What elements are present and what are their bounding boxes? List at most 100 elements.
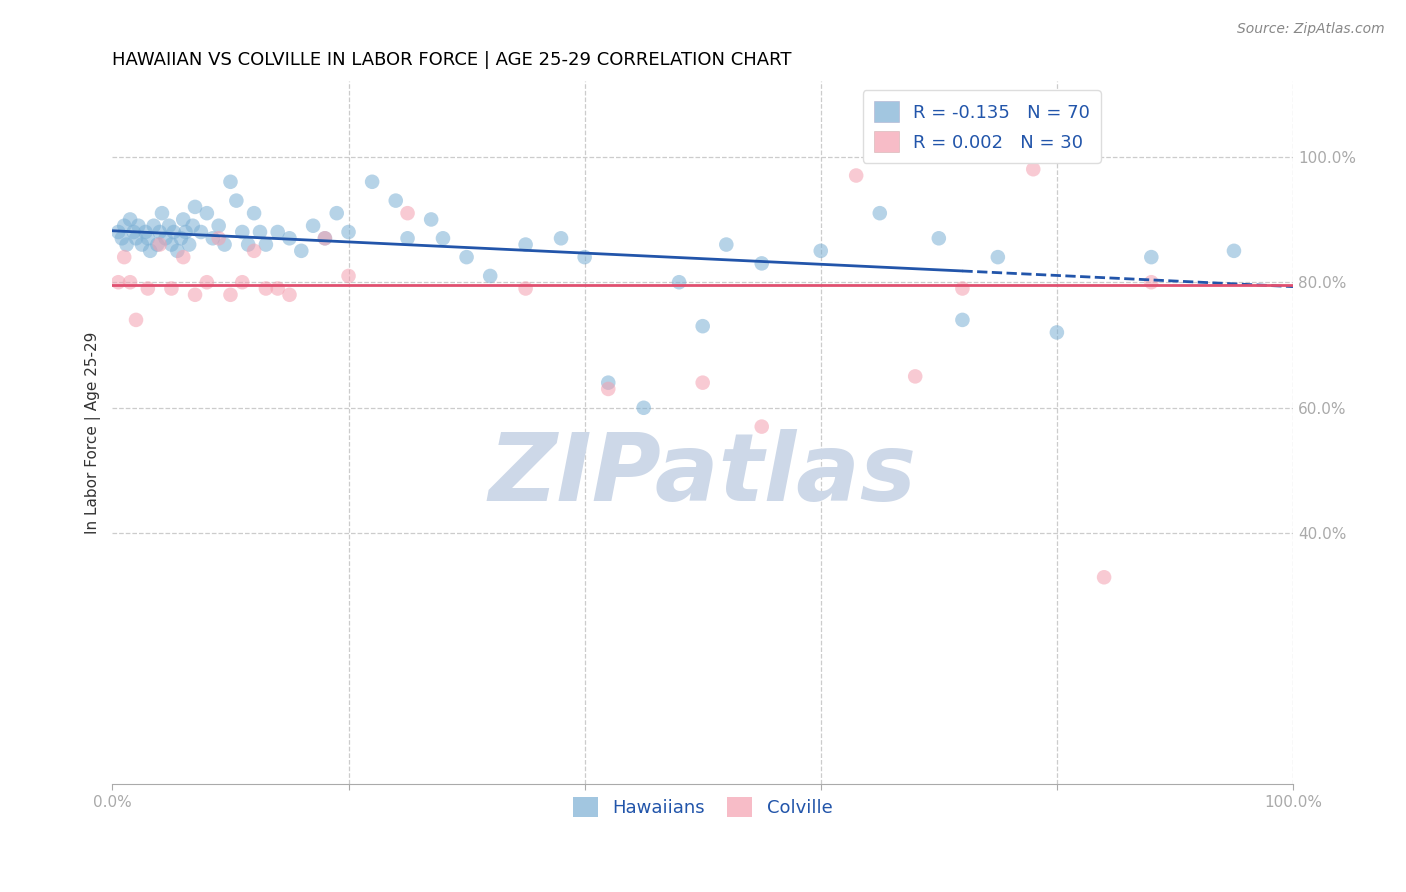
Point (149, 237, 172, 252)
Point (225, 194, 247, 208)
Point (479, 268, 502, 283)
Text: ZIPatlas: ZIPatlas (489, 429, 917, 521)
Point (1092, 570, 1115, 584)
Point (208, 219, 231, 233)
Point (142, 219, 165, 233)
Point (166, 244, 188, 258)
Point (254, 281, 277, 295)
Y-axis label: In Labor Force | Age 25-29: In Labor Force | Age 25-29 (86, 332, 101, 534)
Point (302, 219, 325, 233)
Point (136, 281, 159, 295)
Point (267, 225, 290, 239)
Point (396, 231, 419, 245)
Point (139, 244, 162, 258)
Point (208, 231, 231, 245)
Point (150, 206, 173, 220)
Point (574, 250, 596, 264)
Point (160, 281, 183, 295)
Point (195, 275, 218, 289)
Point (243, 206, 266, 220)
Point (131, 237, 153, 252)
Point (127, 219, 149, 233)
Point (214, 237, 236, 252)
Point (432, 231, 454, 245)
Point (290, 244, 312, 258)
Point (716, 237, 738, 252)
Point (249, 225, 271, 239)
Point (987, 250, 1010, 264)
Point (184, 287, 207, 301)
Point (267, 281, 290, 295)
Point (155, 231, 177, 245)
Point (172, 250, 194, 264)
Point (420, 212, 443, 227)
Point (111, 231, 134, 245)
Point (751, 419, 773, 434)
Point (314, 231, 336, 245)
Point (134, 225, 156, 239)
Point (952, 313, 974, 327)
Point (231, 225, 253, 239)
Point (598, 376, 620, 390)
Point (170, 231, 193, 245)
Point (112, 250, 135, 264)
Point (238, 237, 260, 252)
Point (904, 369, 927, 384)
Point (181, 219, 204, 233)
Point (325, 206, 347, 220)
Point (1140, 275, 1163, 289)
Point (810, 244, 832, 258)
Point (107, 275, 129, 289)
Point (456, 250, 478, 264)
Point (120, 212, 142, 227)
Point (751, 256, 773, 270)
Point (550, 231, 572, 245)
Text: Source: ZipAtlas.com: Source: ZipAtlas.com (1237, 22, 1385, 37)
Point (160, 237, 183, 252)
Point (149, 225, 172, 239)
Point (928, 231, 950, 245)
Point (1046, 326, 1069, 340)
Point (174, 225, 197, 239)
Point (668, 275, 690, 289)
Point (692, 376, 714, 390)
Point (1140, 250, 1163, 264)
Point (219, 175, 242, 189)
Point (633, 401, 655, 415)
Point (136, 231, 159, 245)
Point (1223, 244, 1246, 258)
Point (869, 206, 891, 220)
Point (146, 237, 169, 252)
Point (125, 231, 148, 245)
Point (107, 225, 129, 239)
Point (692, 319, 714, 334)
Point (190, 225, 212, 239)
Point (278, 287, 301, 301)
Point (396, 206, 419, 220)
Point (219, 287, 242, 301)
Point (201, 231, 224, 245)
Point (122, 225, 145, 239)
Point (337, 225, 360, 239)
Point (231, 275, 253, 289)
Point (125, 313, 148, 327)
Point (515, 281, 537, 295)
Point (1022, 162, 1045, 177)
Point (112, 219, 135, 233)
Point (184, 200, 207, 214)
Point (243, 244, 266, 258)
Point (120, 275, 142, 289)
Point (384, 194, 406, 208)
Point (172, 212, 194, 227)
Point (845, 169, 868, 183)
Text: HAWAIIAN VS COLVILLE IN LABOR FORCE | AGE 25-29 CORRELATION CHART: HAWAIIAN VS COLVILLE IN LABOR FORCE | AG… (112, 51, 792, 69)
Point (278, 231, 301, 245)
Point (361, 175, 384, 189)
Point (515, 237, 537, 252)
Legend: Hawaiians, Colville: Hawaiians, Colville (565, 789, 839, 824)
Point (314, 231, 336, 245)
Point (952, 281, 974, 295)
Point (157, 219, 180, 233)
Point (598, 382, 620, 396)
Point (115, 237, 138, 252)
